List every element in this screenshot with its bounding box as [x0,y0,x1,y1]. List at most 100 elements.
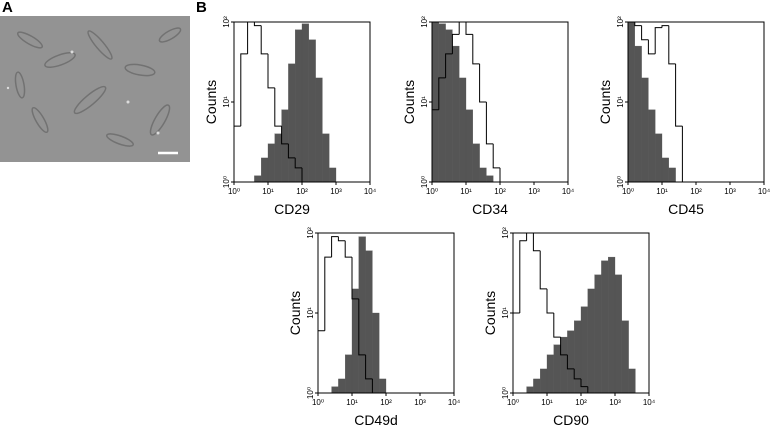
histogram-bar [655,133,663,183]
x-tick-label: 10¹ [656,187,668,196]
histogram-bar [661,157,669,183]
histogram-step [240,53,248,127]
histogram-bar [553,344,561,394]
histogram-step [492,143,500,169]
histogram-bar [608,256,616,394]
y-tick-label: 10² [306,227,315,239]
histogram-step [553,313,561,338]
histogram-bar [668,167,676,183]
histogram-step [358,298,366,356]
histogram-step [668,25,676,65]
x-axis-label: CD49d [354,412,398,428]
histogram-step [479,63,487,103]
histogram-bar [372,312,380,394]
histogram-bar [587,288,595,394]
histogram: 10⁰ 10¹ 10² 10³ 10⁴ 10⁰ 10¹ 10² CD34 Counts [401,16,575,217]
histogram-bar [345,354,353,394]
y-tick-label: 10² [501,227,510,239]
x-tick-label: 10² [380,398,392,407]
histogram-bar [365,250,373,394]
histogram-bar [540,368,548,394]
x-tick-label: 10³ [414,398,426,407]
histogram-step [661,25,669,28]
histogram-bar [574,320,582,394]
histogram-step [337,236,346,242]
y-axis-label: Counts [287,291,303,335]
x-tick-label: 10⁰ [622,187,634,196]
histogram-step [654,27,662,54]
histogram-bar [641,77,649,183]
histogram-bar [621,320,629,394]
histogram-step [566,354,575,370]
histogram-bar [472,143,480,183]
histogram-bar [452,45,460,183]
histogram-bar [351,288,359,394]
histogram-bar [594,274,602,394]
x-axis-label: CD90 [553,412,589,428]
histogram-step [351,257,359,300]
y-tick-label: 10² [616,16,625,28]
histogram-bar [379,378,387,394]
histogram-step [634,22,642,27]
histogram-bar [308,39,316,183]
histogram-bar [281,109,289,183]
histogram-bar [580,306,588,394]
y-tick-label: 10¹ [306,307,315,319]
histogram-bar [601,260,609,394]
histogram-bar [338,378,346,394]
histogram-bar [315,77,323,183]
histogram-step [546,288,554,314]
y-tick-label: 10¹ [616,96,625,108]
histogram-step [344,240,352,258]
x-tick-label: 10² [296,187,308,196]
y-axis-label: Counts [597,80,613,124]
x-tick-label: 10⁰ [312,398,324,407]
y-tick-label: 10⁰ [222,176,231,188]
histogram-step [451,33,460,54]
histogram-bar [560,336,568,394]
y-tick-label: 10⁰ [501,387,510,399]
histogram-bar [358,236,366,394]
histogram-step [287,143,296,159]
histogram-bar [261,157,269,183]
histogram-step [532,233,541,252]
histogram: 10⁰ 10¹ 10² 10³ 10⁴ 10⁰ 10¹ 10² CD45 Counts [597,16,771,217]
histogram-bar [329,167,337,183]
histogram-step [281,126,289,145]
histogram-step [580,378,588,388]
histogram-step [519,240,527,313]
histogram-bar [546,354,554,394]
histogram-bar [614,274,622,394]
histogram-bar [301,23,309,183]
x-tick-label: 10¹ [262,187,274,196]
histogram-step [465,22,473,35]
histogram-step [438,77,446,110]
y-axis-label: Counts [203,80,219,124]
histogram-step [253,22,262,27]
y-tick-label: 10² [420,16,429,28]
histogram-bar [438,23,446,183]
histogram: 10⁰ 10¹ 10² 10³ 10⁴ 10⁰ 10¹ 10² CD49d Counts [287,227,461,428]
x-axis-label: CD45 [668,201,704,217]
histogram-step [560,337,568,356]
histogram-bar [648,109,656,183]
x-tick-label: 10⁰ [228,187,240,196]
histogram-bar [274,133,282,183]
x-tick-label: 10⁴ [448,398,461,407]
y-tick-label: 10¹ [420,96,429,108]
histogram-step [485,102,494,145]
x-tick-label: 10⁰ [426,187,438,196]
histogram-bar [465,109,473,183]
histogram-step [647,39,656,55]
histogram-step [267,53,275,89]
x-tick-label: 10³ [724,187,736,196]
micrograph [0,16,190,162]
histogram-bar [634,45,642,183]
histogram-bar [486,175,494,183]
histogram-bar [459,77,467,183]
y-axis-label: Counts [482,291,498,335]
histogram-bar [331,386,339,394]
y-tick-label: 10⁰ [420,176,429,188]
histogram-step [641,25,649,41]
